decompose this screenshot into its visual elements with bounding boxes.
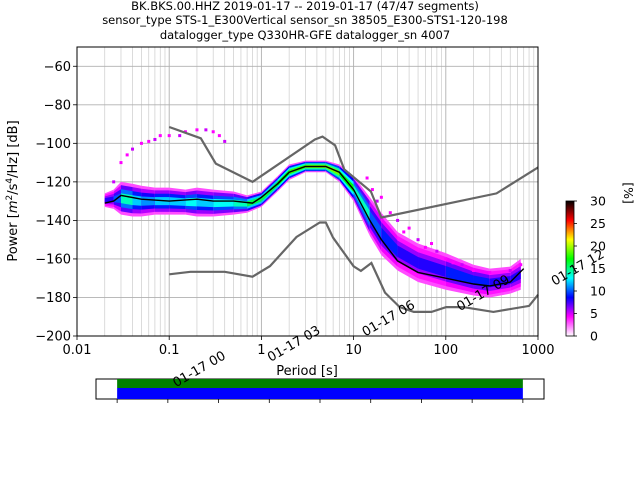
density-band bbox=[369, 210, 382, 241]
colorbar-tick-label: 25 bbox=[590, 216, 606, 231]
outlier-point bbox=[204, 128, 208, 132]
density-band bbox=[104, 196, 114, 203]
outlier-point bbox=[375, 199, 379, 203]
outlier-point bbox=[153, 137, 157, 141]
x-axis-ticks: 0.01 0.1 1 10 100 1000 bbox=[63, 336, 555, 358]
outlier-point bbox=[472, 268, 476, 272]
outlier-point bbox=[508, 268, 512, 272]
x-tick-label: 100 bbox=[433, 343, 458, 358]
plot-frame bbox=[76, 46, 539, 337]
outlier-point bbox=[131, 147, 135, 151]
density-band bbox=[418, 257, 446, 277]
psd-density-heatmap bbox=[104, 160, 521, 298]
timeline-segments-bar bbox=[117, 388, 523, 399]
outlier-point bbox=[416, 238, 420, 242]
density-band bbox=[141, 196, 155, 206]
outlier-point bbox=[423, 245, 427, 249]
y-tick-label: −80 bbox=[44, 98, 71, 113]
y-axis-label: Power [m2/s4/Hz] [dB] bbox=[5, 120, 21, 261]
colorbar-tick-label: 20 bbox=[590, 239, 606, 254]
density-band bbox=[381, 227, 398, 258]
outlier-point bbox=[211, 130, 215, 134]
outlier-point bbox=[112, 180, 116, 184]
y-tick-label: −200 bbox=[35, 330, 71, 345]
mode-line-path bbox=[104, 165, 525, 287]
y-axis-ticks: −60 −80 −100 −120 −140 −160 −180 −200 bbox=[35, 60, 77, 345]
y-tick-label: −180 bbox=[35, 291, 71, 306]
chart-title-line-2: sensor_type STS-1_E300Vertical sensor_sn… bbox=[102, 13, 508, 27]
noise-model-lines bbox=[168, 125, 539, 314]
outlier-point bbox=[223, 139, 227, 143]
outlier-point bbox=[167, 134, 171, 138]
density-band bbox=[132, 195, 142, 206]
y-tick-label: −140 bbox=[35, 214, 71, 229]
density-band bbox=[397, 245, 419, 269]
density-band bbox=[169, 197, 186, 206]
colorbar-ticks: 0 5 10 15 20 25 30 bbox=[574, 194, 606, 344]
x-tick-label: 10 bbox=[345, 343, 362, 358]
outlier-point bbox=[388, 211, 392, 215]
x-axis-label: Period [s] bbox=[276, 364, 338, 379]
outlier-point bbox=[119, 161, 123, 165]
mode-line bbox=[104, 165, 525, 287]
outlier-point bbox=[125, 153, 129, 157]
outlier-point bbox=[460, 263, 464, 267]
y-tick-label: −120 bbox=[35, 175, 71, 190]
colorbar-tick-label: 0 bbox=[590, 329, 598, 344]
y-tick-label: −100 bbox=[35, 137, 71, 152]
outlier-point bbox=[435, 249, 439, 253]
outlier-point bbox=[451, 261, 455, 265]
psd-outlier-points bbox=[112, 128, 523, 274]
outlier-point bbox=[379, 195, 383, 199]
timeline-data-bar bbox=[117, 379, 523, 388]
colorbar-tick-label: 10 bbox=[590, 284, 606, 299]
outlier-point bbox=[402, 230, 406, 234]
outlier-point bbox=[444, 257, 448, 261]
chart-title: BK.BKS.00.HHZ 2019-01-17 -- 2019-01-17 (… bbox=[102, 0, 508, 42]
high-noise-model-line bbox=[168, 125, 539, 219]
colorbar-tick-label: 30 bbox=[590, 194, 606, 209]
outlier-point bbox=[430, 242, 434, 246]
outlier-point bbox=[396, 218, 400, 222]
outlier-point bbox=[195, 128, 199, 132]
y-tick-label: −60 bbox=[44, 60, 71, 75]
x-tick-label: 0.01 bbox=[63, 343, 92, 358]
outlier-point bbox=[178, 134, 182, 138]
colorbar-tick-label: 5 bbox=[590, 306, 598, 321]
outlier-point bbox=[407, 226, 411, 230]
outlier-point bbox=[488, 270, 492, 274]
colorbar-tick-label: 15 bbox=[590, 261, 606, 276]
x-tick-label: 0.1 bbox=[159, 343, 180, 358]
colorbar-label: [%] bbox=[621, 182, 636, 204]
outlier-point bbox=[158, 134, 162, 138]
outlier-point bbox=[147, 139, 151, 143]
outlier-point bbox=[365, 176, 369, 180]
data-coverage-timeline bbox=[95, 378, 545, 400]
low-noise-model-line bbox=[169, 221, 539, 314]
y-tick-label: −160 bbox=[35, 252, 71, 267]
x-tick-label: 1000 bbox=[521, 343, 554, 358]
outlier-point bbox=[217, 134, 221, 138]
chart-title-line-1: BK.BKS.00.HHZ 2019-01-17 -- 2019-01-17 (… bbox=[131, 0, 479, 13]
outlier-point bbox=[519, 263, 523, 267]
outlier-point bbox=[139, 141, 143, 145]
chart-title-line-3: datalogger_type Q330HR-GFE datalogger_sn… bbox=[160, 28, 450, 42]
outlier-point bbox=[370, 188, 374, 192]
x-tick-label: 1 bbox=[257, 343, 265, 358]
density-band bbox=[213, 199, 234, 208]
density-band bbox=[445, 265, 474, 285]
